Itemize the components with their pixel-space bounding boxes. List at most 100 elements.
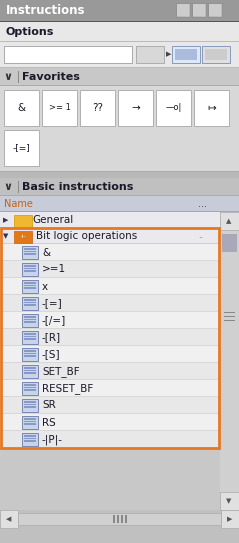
Bar xyxy=(24,387,36,388)
Text: Basic instructions: Basic instructions xyxy=(22,182,133,192)
Text: >= 1: >= 1 xyxy=(49,104,71,112)
Bar xyxy=(24,421,36,422)
Bar xyxy=(136,46,164,63)
Bar xyxy=(0,363,220,380)
Text: SET_BF: SET_BF xyxy=(42,366,80,377)
Text: ...: ... xyxy=(198,199,207,209)
Bar xyxy=(0,195,239,196)
Bar xyxy=(24,287,36,289)
Bar xyxy=(22,331,38,344)
Bar xyxy=(4,46,132,63)
Bar xyxy=(202,46,230,63)
Text: General: General xyxy=(32,215,73,225)
Bar xyxy=(0,196,239,212)
Bar xyxy=(0,86,239,172)
Text: Name: Name xyxy=(4,199,33,209)
Bar xyxy=(24,282,36,284)
Bar xyxy=(24,299,36,301)
Bar xyxy=(0,277,220,278)
Text: x: x xyxy=(42,281,48,292)
Bar xyxy=(0,228,220,244)
Bar xyxy=(0,85,239,86)
Bar xyxy=(4,130,39,166)
Bar xyxy=(24,251,36,252)
Bar xyxy=(0,21,239,22)
Bar xyxy=(18,513,221,525)
Bar xyxy=(0,171,239,172)
Bar xyxy=(121,515,123,523)
Text: ▲: ▲ xyxy=(226,218,232,224)
Text: &: & xyxy=(17,103,26,113)
Text: -|P|-: -|P|- xyxy=(42,434,63,445)
Bar xyxy=(24,418,36,420)
Bar xyxy=(0,295,220,312)
Bar xyxy=(0,0,239,22)
Bar xyxy=(209,4,221,16)
Bar xyxy=(175,49,197,60)
Bar xyxy=(0,22,239,42)
Bar xyxy=(24,253,36,255)
Bar xyxy=(117,515,119,523)
Text: ▼: ▼ xyxy=(3,233,8,239)
Bar xyxy=(22,246,38,259)
Bar xyxy=(0,67,239,68)
Bar xyxy=(22,382,38,395)
Bar xyxy=(24,406,36,408)
Text: -[/=]: -[/=] xyxy=(42,315,66,325)
Bar xyxy=(24,319,36,320)
Bar xyxy=(14,231,32,243)
Bar xyxy=(24,304,36,306)
Bar xyxy=(24,401,36,403)
Bar xyxy=(224,316,235,317)
Bar xyxy=(0,397,220,414)
Bar xyxy=(22,280,38,293)
Bar xyxy=(0,447,220,448)
Text: -[=]: -[=] xyxy=(13,143,30,153)
Bar xyxy=(24,302,36,303)
Bar xyxy=(0,212,220,228)
Bar xyxy=(1,228,219,448)
Text: Bit logic operations: Bit logic operations xyxy=(36,231,137,241)
Bar xyxy=(24,440,36,442)
Bar xyxy=(24,438,36,439)
Bar xyxy=(0,261,220,278)
Bar xyxy=(24,353,36,354)
Bar xyxy=(22,365,38,378)
Bar xyxy=(0,312,220,329)
Text: ◀: ◀ xyxy=(6,516,12,522)
Bar xyxy=(24,265,36,267)
Bar xyxy=(24,355,36,357)
Bar xyxy=(194,90,229,126)
Bar xyxy=(22,314,38,327)
Bar xyxy=(125,515,127,523)
Bar xyxy=(113,515,115,523)
Text: &: & xyxy=(42,248,50,257)
Bar xyxy=(0,227,220,228)
Bar xyxy=(22,416,38,429)
Bar xyxy=(24,321,36,323)
Text: ▶: ▶ xyxy=(166,52,171,58)
Bar xyxy=(24,435,36,437)
Text: Favorites: Favorites xyxy=(22,72,80,82)
Bar xyxy=(220,212,239,230)
Bar xyxy=(0,260,220,261)
Text: RS: RS xyxy=(42,418,56,427)
Bar xyxy=(0,243,220,244)
Bar xyxy=(22,297,38,310)
Bar xyxy=(0,362,220,363)
Text: ..: .. xyxy=(198,231,203,241)
Bar xyxy=(80,90,115,126)
Bar xyxy=(0,328,220,329)
Bar xyxy=(118,90,153,126)
Text: -[R]: -[R] xyxy=(42,332,61,343)
Bar xyxy=(14,215,32,227)
Text: RESET_BF: RESET_BF xyxy=(42,383,93,394)
Bar xyxy=(0,413,220,414)
Bar xyxy=(24,404,36,405)
Bar xyxy=(0,211,239,212)
Bar xyxy=(172,46,200,63)
Bar xyxy=(0,42,239,68)
Bar xyxy=(156,90,191,126)
Bar xyxy=(205,49,227,60)
Text: ▶: ▶ xyxy=(3,217,8,223)
